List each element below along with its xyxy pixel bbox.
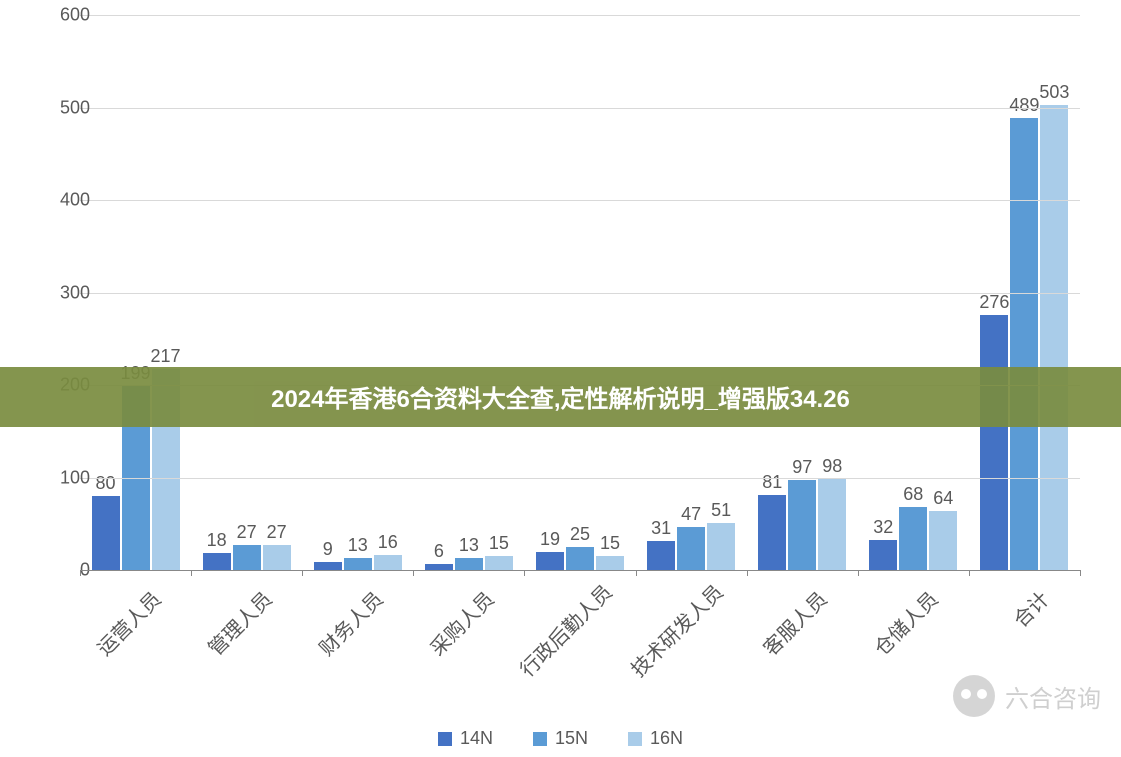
- category-label: 采购人员: [401, 584, 499, 682]
- bar-value-label: 27: [267, 522, 287, 543]
- bar-value-label: 80: [96, 473, 116, 494]
- category-label: 合计: [957, 584, 1055, 682]
- bar-value-label: 6: [434, 541, 444, 562]
- bar-value-label: 16: [378, 532, 398, 553]
- x-axis: [80, 570, 1080, 571]
- legend-swatch: [533, 732, 547, 746]
- bar-value-label: 64: [933, 488, 953, 509]
- bar: [344, 558, 372, 570]
- bar-value-label: 503: [1039, 82, 1069, 103]
- bar-value-label: 27: [237, 522, 257, 543]
- bar: [818, 479, 846, 570]
- bar: [899, 507, 927, 570]
- bar-value-label: 276: [979, 292, 1009, 313]
- bar-value-label: 25: [570, 524, 590, 545]
- overlay-text: 2024年香港6合资料大全查,定性解析说明_增强版34.26: [271, 379, 850, 414]
- watermark: 六合咨询: [953, 675, 1101, 717]
- bar: [92, 496, 120, 570]
- bar-value-label: 18: [207, 530, 227, 551]
- gridline: [80, 108, 1080, 109]
- legend-item-14n: 14N: [438, 728, 493, 749]
- legend: 14N 15N 16N: [0, 728, 1121, 749]
- gridline: [80, 200, 1080, 201]
- gridline: [80, 478, 1080, 479]
- bar: [929, 511, 957, 570]
- category-label: 财务人员: [290, 584, 388, 682]
- y-axis-label: 300: [60, 282, 90, 303]
- watermark-text: 六合咨询: [1005, 679, 1101, 714]
- bar: [1040, 105, 1068, 570]
- legend-item-16n: 16N: [628, 728, 683, 749]
- bar-value-label: 9: [323, 539, 333, 560]
- legend-label: 16N: [650, 728, 683, 749]
- bar: [1010, 118, 1038, 570]
- y-axis-label: 600: [60, 5, 90, 26]
- legend-label: 14N: [460, 728, 493, 749]
- bar: [374, 555, 402, 570]
- bar: [647, 541, 675, 570]
- category-label: 管理人员: [179, 584, 277, 682]
- gridline: [80, 293, 1080, 294]
- legend-item-15n: 15N: [533, 728, 588, 749]
- bar-value-label: 19: [540, 529, 560, 550]
- y-axis-label: 500: [60, 97, 90, 118]
- bar: [788, 480, 816, 570]
- bar: [455, 558, 483, 570]
- bar-value-label: 81: [762, 472, 782, 493]
- bar-value-label: 13: [459, 535, 479, 556]
- bar-value-label: 31: [651, 518, 671, 539]
- legend-label: 15N: [555, 728, 588, 749]
- x-tick: [1080, 570, 1081, 576]
- bar-value-label: 51: [711, 500, 731, 521]
- bar-value-label: 97: [792, 457, 812, 478]
- bar-value-label: 489: [1009, 95, 1039, 116]
- bar-value-label: 98: [822, 456, 842, 477]
- legend-swatch: [628, 732, 642, 746]
- category-label: 行政后勤人员: [512, 584, 610, 682]
- bar: [314, 562, 342, 570]
- bar: [869, 540, 897, 570]
- category-label: 客服人员: [734, 584, 832, 682]
- category-label: 技术研发人员: [623, 584, 721, 682]
- bar: [758, 495, 786, 570]
- bar-value-label: 32: [873, 517, 893, 538]
- legend-swatch: [438, 732, 452, 746]
- bar: [485, 556, 513, 570]
- y-axis-label: 100: [60, 467, 90, 488]
- bar: [536, 552, 564, 570]
- bar: [677, 527, 705, 570]
- bar: [596, 556, 624, 570]
- bar: [566, 547, 594, 570]
- bar-value-label: 13: [348, 535, 368, 556]
- category-label: 仓储人员: [846, 584, 944, 682]
- category-label: 运营人员: [68, 584, 166, 682]
- bar: [233, 545, 261, 570]
- chart-container: 8019921718272791316613151925153147518197…: [20, 0, 1100, 620]
- bar-value-label: 15: [489, 533, 509, 554]
- bar: [707, 523, 735, 570]
- bar-value-label: 15: [600, 533, 620, 554]
- bar-value-label: 68: [903, 484, 923, 505]
- bar-value-label: 47: [681, 504, 701, 525]
- overlay-banner: 2024年香港6合资料大全查,定性解析说明_增强版34.26: [0, 367, 1121, 427]
- gridline: [80, 15, 1080, 16]
- bar: [203, 553, 231, 570]
- bar: [980, 315, 1008, 570]
- bar-value-label: 217: [151, 346, 181, 367]
- wechat-icon: [953, 675, 995, 717]
- bar: [263, 545, 291, 570]
- y-axis-label: 400: [60, 190, 90, 211]
